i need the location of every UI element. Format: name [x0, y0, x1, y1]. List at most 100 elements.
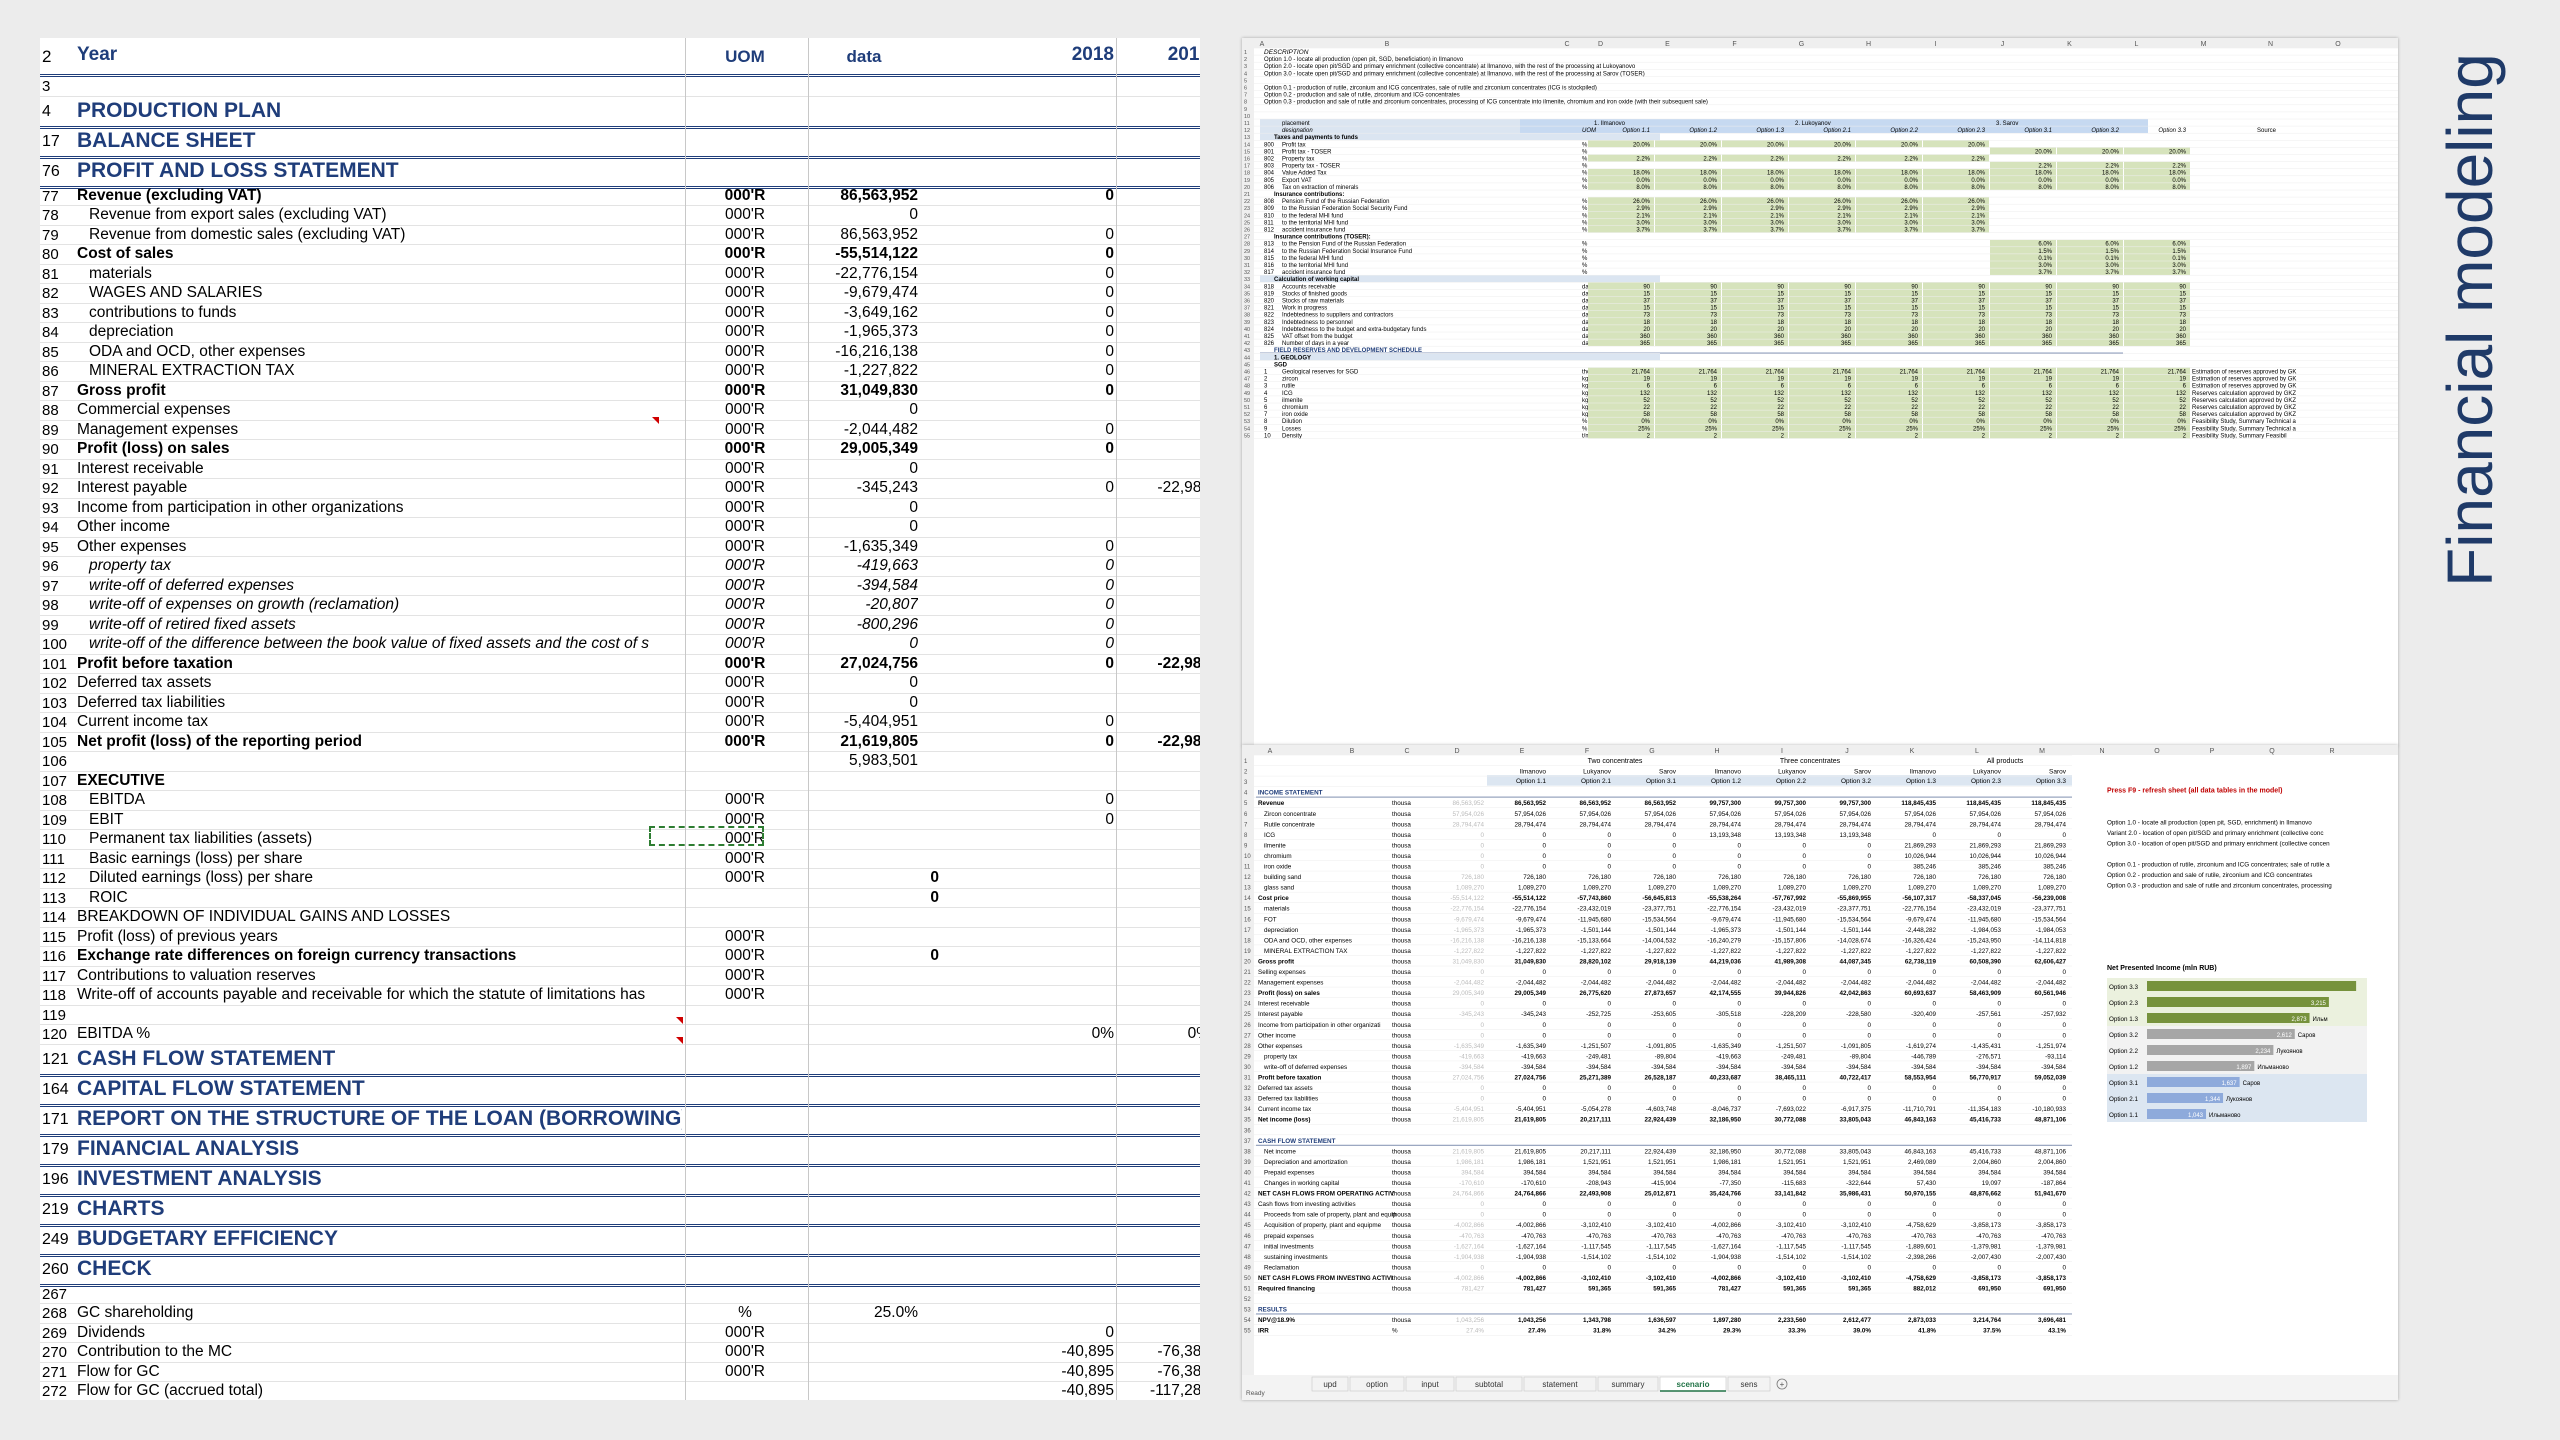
- section-row[interactable]: 196 INVESTMENT ANALYSIS: [40, 1164, 1200, 1197]
- table-row[interactable]: 86 MINERAL EXTRACTION TAX 000'R -1,227,822 0…: [40, 361, 1200, 382]
- table-row[interactable]: 270 Contribution to the MC 000'R -40,895 -76…: [40, 1342, 1200, 1363]
- uom-cell: 000'R: [724, 576, 765, 594]
- table-row[interactable]: 101 Profit before taxation 000'R 27,024,756…: [40, 654, 1200, 674]
- sheet-tab[interactable]: [1727, 1376, 1771, 1392]
- table-row[interactable]: 97 write-off of deferred expenses 000'R -39…: [40, 576, 1200, 596]
- value-cell: 62,738,119: [1905, 958, 1937, 965]
- value-cell: 0: [1672, 864, 1676, 871]
- value-cell: 40,722,417: [1839, 1075, 1871, 1082]
- table-row[interactable]: 112 Diluted earnings (loss) per share 000'…: [40, 868, 1200, 889]
- section-row[interactable]: 121 CASH FLOW STATEMENT: [40, 1044, 1200, 1077]
- sheet-tab[interactable]: [1405, 1376, 1455, 1392]
- table-row[interactable]: 114 BREAKDOWN OF INDIVIDUAL GAINS AND LOS…: [40, 907, 1200, 928]
- comment-marker[interactable]: [676, 1017, 683, 1024]
- table-row[interactable]: 107 EXECUTIVE: [40, 771, 1200, 791]
- value-cell: 0: [1932, 1096, 1936, 1103]
- table-row[interactable]: 117 Contributions to valuation reserves 00…: [40, 966, 1200, 986]
- table-row[interactable]: 99 write-off of retired fixed assets 000'R…: [40, 615, 1200, 635]
- input-cell: [1990, 395, 2056, 403]
- table-row[interactable]: 116 Exchange rate differences on foreign …: [40, 946, 1200, 967]
- table-row[interactable]: 91 Interest receivable 000'R 0: [40, 459, 1200, 479]
- add-sheet-icon[interactable]: [1776, 1378, 1788, 1390]
- scenario-sheet[interactable]: A B C D E F G H I J K L M N O P Q R Two concentrates Three …: [1242, 745, 2398, 1400]
- options-input-sheet[interactable]: A B C D E F G H I J K L M N O DESCRIPTION Option 1.0 - l…: [1242, 38, 2398, 746]
- table-row[interactable]: 83 contributions to funds 000'R -3,649,162 0…: [40, 303, 1200, 323]
- table-row[interactable]: 90 Profit (loss) on sales 000'R 29,005,349 0…: [40, 439, 1200, 460]
- comment-marker[interactable]: [676, 1037, 683, 1044]
- table-row[interactable]: 77 Revenue (excluding VAT) 000'R 86,563,952…: [40, 186, 1200, 206]
- sheet-tab[interactable]: [1523, 1376, 1597, 1392]
- table-row[interactable]: 115 Profit (loss) of previous years 000'R: [40, 927, 1200, 947]
- table-row[interactable]: 267: [40, 1284, 1200, 1304]
- table-row[interactable]: 272 Flow for GC (accrued total) -40,895 -11…: [40, 1381, 1200, 1400]
- section-row[interactable]: 171 REPORT ON THE STRUCTURE OF THE LOAN (…: [40, 1104, 1200, 1137]
- option-header: Option 2.1: [1581, 778, 1611, 785]
- table-row[interactable]: 78 Revenue from export sales (excluding V…: [40, 205, 1200, 226]
- column-letter: C: [1404, 748, 1409, 755]
- table-row[interactable]: 118 Write-off of accounts payable and rec…: [40, 985, 1200, 1006]
- sheet-tab[interactable]: [1597, 1376, 1659, 1392]
- table-row[interactable]: 102 Deferred tax assets 000'R 0: [40, 673, 1200, 694]
- table-row[interactable]: 105 Net profit (loss) of the reporting pe…: [40, 732, 1200, 752]
- section-row[interactable]: 76 PROFIT AND LOSS STATEMENT: [40, 156, 1200, 189]
- table-row[interactable]: 110 Permanent tax liabilities (assets) 000…: [40, 829, 1200, 850]
- sheet-tab[interactable]: [1311, 1376, 1349, 1392]
- table-row[interactable]: 268 GC shareholding% 25.0%: [40, 1303, 1200, 1324]
- sheet-tab[interactable]: [1349, 1376, 1405, 1392]
- value-cell: 118,845,435: [1966, 800, 2001, 807]
- value-cell: 394,584: [1848, 1169, 1871, 1176]
- input-cell: [2057, 261, 2123, 269]
- table-row[interactable]: 88 Commercial expenses 000'R 0: [40, 400, 1200, 421]
- table-row[interactable]: 3: [40, 76, 1200, 97]
- selected-cell[interactable]: [649, 826, 764, 846]
- table-row[interactable]: 85 ODA and OCD, other expenses 000'R -16,21…: [40, 342, 1200, 362]
- section-row[interactable]: 219 CHARTS: [40, 1194, 1200, 1227]
- table-row[interactable]: 106 5,983,501: [40, 751, 1200, 772]
- value-cell: 0: [1607, 864, 1611, 871]
- table-row[interactable]: 113 ROIC 0: [40, 888, 1200, 908]
- table-row[interactable]: 103 Deferred tax liabilities 000'R 0: [40, 693, 1200, 713]
- row-name: Other expenses: [1258, 1043, 1302, 1050]
- table-row[interactable]: 111 Basic earnings (loss) per share 000'R: [40, 849, 1200, 869]
- table-row[interactable]: 93 Income from participation in other org…: [40, 498, 1200, 518]
- section-row[interactable]: 17 BALANCE SHEET: [40, 126, 1200, 159]
- option-label: Option 2.2: [1890, 128, 1918, 134]
- section-row[interactable]: 4 PRODUCTION PLAN: [40, 96, 1200, 129]
- table-row[interactable]: 98 write-off of expenses on growth (recla…: [40, 595, 1200, 616]
- chart-value-label: 3,215: [2311, 1001, 2327, 1007]
- value-cell: 52: [1844, 398, 1851, 404]
- comment-marker[interactable]: [652, 417, 659, 424]
- row-number: 23: [1244, 206, 1250, 212]
- row-name: iron oxide: [1264, 864, 1292, 871]
- section-row[interactable]: 260 CHECK: [40, 1254, 1200, 1287]
- row-label: WAGES AND SALARIES: [89, 284, 263, 301]
- table-row[interactable]: 79 Revenue from domestic sales (excluding…: [40, 225, 1200, 245]
- section-row[interactable]: 164 CAPITAL FLOW STATEMENT: [40, 1074, 1200, 1107]
- table-row[interactable]: 119: [40, 1005, 1200, 1025]
- input-cell: [2057, 246, 2123, 254]
- section-row[interactable]: 179 FINANCIAL ANALYSIS: [40, 1134, 1200, 1167]
- sheet-tab[interactable]: [1455, 1376, 1523, 1392]
- table-row[interactable]: 94 Other income 000'R 0: [40, 517, 1200, 538]
- table-row[interactable]: 100 write-off of the difference between t…: [40, 634, 1200, 655]
- row-number: 111: [42, 850, 65, 868]
- value-cell: 56,770,917: [1969, 1075, 2001, 1082]
- row-name: Required financing: [1258, 1286, 1315, 1293]
- section-row[interactable]: 249 BUDGETARY EFFICIENCY: [40, 1224, 1200, 1257]
